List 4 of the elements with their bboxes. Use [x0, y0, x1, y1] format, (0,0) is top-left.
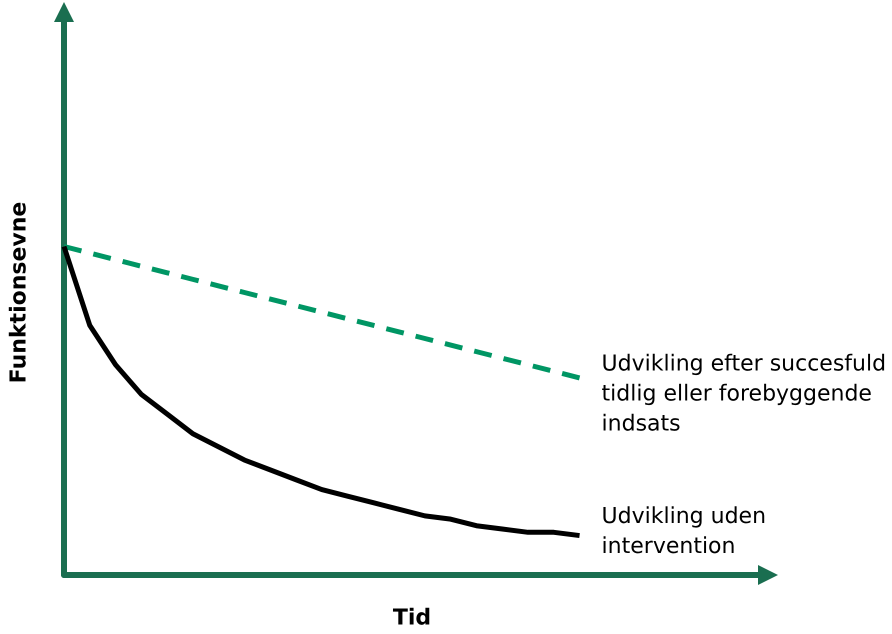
x-axis-title: Tid: [392, 606, 432, 630]
series-label: Udvikling efter succesfuld tidlig eller forebyggende indsats: [602, 351, 892, 436]
y-axis-title: Funktionsevne: [6, 202, 32, 384]
series-label: Udvikling uden intervention: [602, 504, 774, 560]
